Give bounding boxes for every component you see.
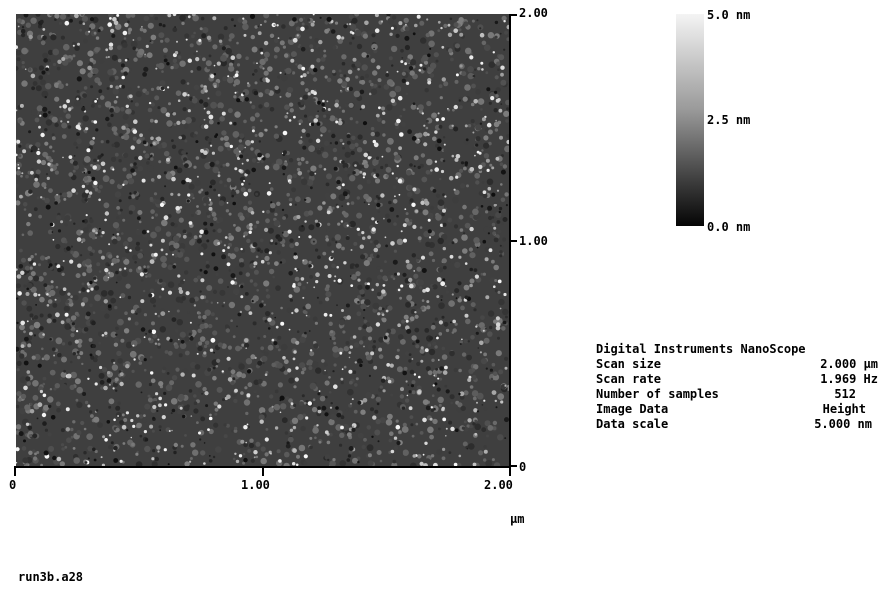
x-tick-label-right: 2.00 xyxy=(484,478,513,492)
info-value: Height xyxy=(822,402,866,416)
info-label: Number of samples xyxy=(596,387,719,401)
info-row-scan-size: Scan size 2.000 µm xyxy=(596,357,878,372)
y-tick-mark-top xyxy=(509,14,517,16)
y-tick-mark-middle xyxy=(509,240,517,242)
info-row-scan-rate: Scan rate 1.969 Hz xyxy=(596,372,878,387)
info-label: Data scale xyxy=(596,417,669,431)
x-tick-mark-middle xyxy=(262,466,264,476)
y-tick-label-top: 2.00 xyxy=(519,6,548,20)
x-tick-mark-right xyxy=(509,466,511,476)
x-axis-unit: µm xyxy=(510,512,525,526)
x-tick-label-left: 0 xyxy=(9,478,17,492)
y-tick-label-middle: 1.00 xyxy=(519,234,548,248)
info-label: Scan rate xyxy=(596,372,662,386)
info-row-image-data: Image Data Height xyxy=(596,402,878,417)
info-label: Scan size xyxy=(596,357,662,371)
info-value: 2.000 µm xyxy=(820,357,878,371)
scan-info-panel: Digital Instruments NanoScope Scan size … xyxy=(596,342,878,432)
color-scale-top-label: 5.0 nm xyxy=(707,8,751,22)
info-value: 5.000 nm xyxy=(814,417,872,431)
color-scale-middle-label: 2.5 nm xyxy=(707,113,751,127)
color-scale-bar xyxy=(676,14,704,226)
info-value: 1.969 Hz xyxy=(820,372,878,386)
y-tick-label-bottom: 0 xyxy=(519,460,527,474)
info-row-samples: Number of samples 512 xyxy=(596,387,878,402)
y-tick-mark-bottom xyxy=(509,465,517,467)
info-value: 512 xyxy=(834,387,856,401)
info-row-data-scale: Data scale 5.000 nm xyxy=(596,417,878,432)
instrument-name: Digital Instruments NanoScope xyxy=(596,342,806,356)
afm-height-image xyxy=(16,14,509,466)
info-label: Image Data xyxy=(596,402,669,416)
file-name: run3b.a28 xyxy=(18,570,84,584)
afm-texture xyxy=(16,14,509,466)
color-scale-bottom-label: 0.0 nm xyxy=(707,220,751,234)
x-tick-label-middle: 1.00 xyxy=(241,478,270,492)
x-tick-mark-left xyxy=(14,466,16,476)
